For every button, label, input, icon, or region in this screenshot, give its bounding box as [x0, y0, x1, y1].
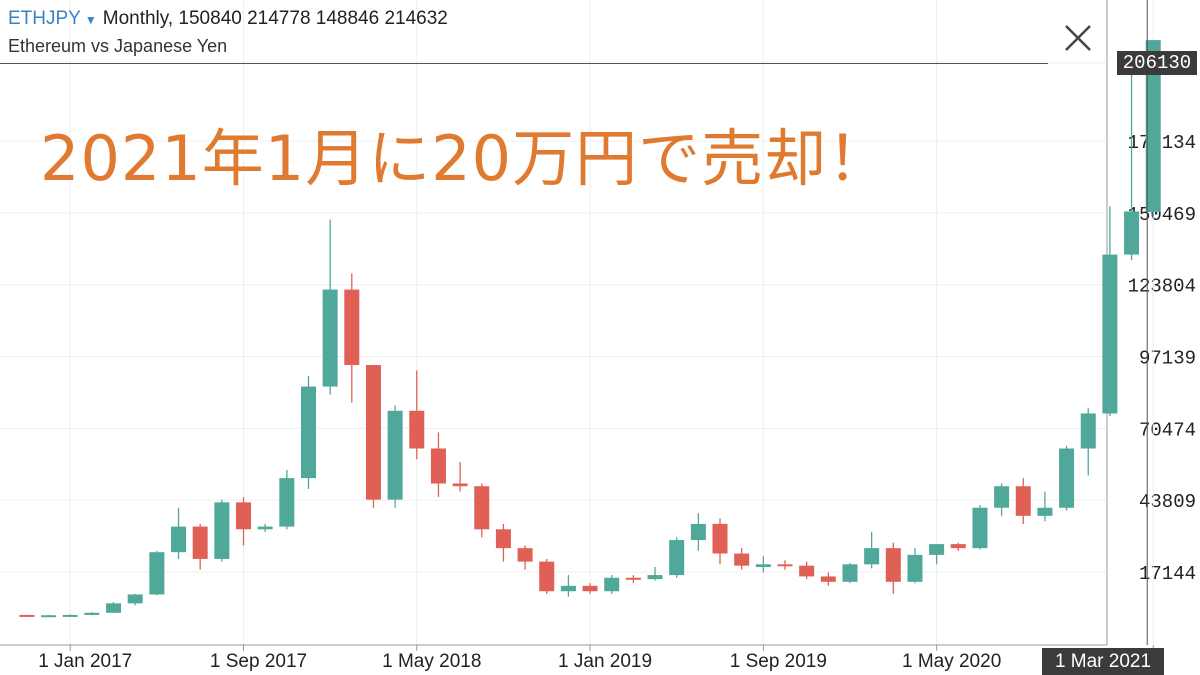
x-tick-label: 1 Jan 2019 — [558, 651, 652, 672]
candle-body — [171, 526, 187, 553]
candle-body — [452, 483, 468, 487]
candle-body — [669, 540, 685, 576]
candle-body — [582, 585, 598, 592]
candle-body — [106, 603, 122, 613]
candle-body — [1080, 413, 1096, 449]
candle-body — [950, 544, 966, 549]
candle-body — [1145, 40, 1161, 212]
y-tick-label: 123804 — [1128, 276, 1196, 298]
last-price-label: 206130 — [1117, 51, 1197, 75]
chart-legend: ETHJPY ▼ Monthly, 150840 214778 148846 214… — [8, 6, 448, 59]
candle-body — [236, 502, 251, 530]
y-tick-label: 177134 — [1128, 132, 1196, 154]
candle-body — [734, 553, 750, 566]
candle-body — [712, 523, 728, 554]
crosshair-date-label: 1 Mar 2021 — [1042, 648, 1164, 675]
candle-body — [994, 486, 1010, 508]
candle-body — [474, 486, 490, 530]
candle-body — [387, 410, 403, 500]
candle-body — [929, 544, 945, 555]
candle-body — [84, 612, 100, 615]
candle-body — [820, 576, 836, 582]
candle-body — [300, 386, 316, 479]
candle-body — [777, 564, 793, 567]
candle-body — [1102, 254, 1118, 414]
symbol-line: ETHJPY ▼ Monthly, 150840 214778 148846 214… — [8, 6, 448, 33]
candle-body — [604, 577, 620, 592]
y-tick-label: 150469 — [1128, 204, 1196, 226]
candle-body — [972, 507, 988, 549]
candle-body — [1059, 448, 1075, 508]
candle-body — [625, 577, 641, 580]
candle-body — [344, 289, 360, 366]
candle-body — [842, 564, 858, 582]
candle-body — [647, 575, 663, 580]
candle-body — [430, 448, 446, 484]
legend-divider — [0, 63, 1048, 64]
annotation-text: 2021年1月に20万円で売却！ — [40, 122, 891, 195]
candle-body — [864, 548, 880, 565]
candle-body — [19, 614, 35, 617]
candle-body — [127, 594, 143, 604]
candle-body — [755, 564, 771, 568]
caret-down-icon[interactable]: ▼ — [84, 13, 97, 27]
candle-body — [41, 615, 57, 618]
candle-body — [539, 561, 555, 592]
symbol-label[interactable]: ETHJPY — [8, 8, 81, 29]
candle-body — [907, 554, 923, 582]
x-tick-label: 1 Sep 2019 — [730, 651, 827, 672]
candle-body — [1124, 211, 1140, 255]
candle-body — [1037, 507, 1053, 516]
x-tick-label: 1 Sep 2017 — [210, 651, 307, 672]
candle-body — [322, 289, 338, 387]
candle-body — [799, 565, 815, 577]
candle-body — [409, 410, 425, 449]
candle-body — [62, 614, 78, 617]
close-icon[interactable] — [1058, 18, 1098, 58]
candle-body — [149, 552, 165, 595]
candle-body — [517, 548, 533, 562]
candle-body — [560, 585, 576, 592]
x-tick-label: 1 May 2018 — [382, 651, 481, 672]
candle-body — [279, 478, 295, 527]
candle-body — [257, 526, 273, 530]
candle-body — [192, 526, 208, 559]
candle-body — [690, 523, 706, 541]
candle-body — [214, 502, 230, 559]
x-tick-label: 1 May 2020 — [902, 651, 1001, 672]
candle-body — [365, 365, 381, 500]
candle-body — [885, 548, 901, 582]
x-tick-label: 1 Jan 2017 — [38, 651, 132, 672]
candle-body — [1015, 486, 1031, 516]
instrument-subtitle: Ethereum vs Japanese Yen — [8, 36, 228, 56]
candle-body — [495, 529, 511, 549]
ohlc-values: Monthly, 150840 214778 148846 214632 — [102, 8, 448, 29]
